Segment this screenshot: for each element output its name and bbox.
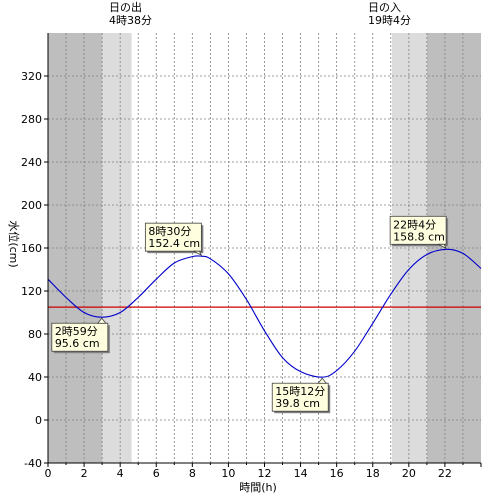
callout-time: 8時30分 bbox=[148, 225, 191, 238]
x-tick-label: 10 bbox=[221, 467, 235, 480]
callout-box bbox=[144, 222, 202, 252]
callout-time: 2時59分 bbox=[55, 325, 98, 338]
x-tick-label: 2 bbox=[81, 467, 88, 480]
callout-time: 22時4分 bbox=[393, 218, 436, 231]
x-tick-label: 14 bbox=[294, 467, 308, 480]
x-tick-label: 20 bbox=[402, 467, 416, 480]
x-tick-label: 12 bbox=[258, 467, 272, 480]
x-tick-label: 22 bbox=[438, 467, 452, 480]
callout-level: 95.6 cm bbox=[55, 337, 100, 350]
callout-pointer bbox=[193, 250, 203, 257]
y-tick-label: -40 bbox=[24, 457, 42, 470]
y-tick-label: 320 bbox=[21, 70, 42, 83]
callout-box bbox=[271, 382, 329, 412]
y-tick-label: 80 bbox=[28, 328, 42, 341]
sunset-time: 19時4分 bbox=[368, 14, 411, 27]
y-tick-label: 280 bbox=[21, 113, 42, 126]
axes: 0 2 4 6 8 10 12 14 16 18 20 22-40040801201602002402… bbox=[21, 33, 482, 480]
callout-time: 15時12分 bbox=[275, 385, 325, 398]
x-tick-label: 6 bbox=[153, 467, 160, 480]
x-tick-label: 16 bbox=[330, 467, 344, 480]
callout-pointer bbox=[437, 243, 448, 250]
x-tick-label: 8 bbox=[189, 467, 196, 480]
callout-pointer bbox=[96, 317, 107, 324]
sunrise-label: 日の出 bbox=[109, 0, 142, 14]
x-tick-label: 4 bbox=[117, 467, 124, 480]
grid bbox=[48, 33, 481, 463]
tide-line bbox=[47, 248, 482, 378]
sunset-label: 日の入 bbox=[368, 1, 401, 14]
tide-series bbox=[47, 248, 482, 378]
callout-level: 158.8 cm bbox=[393, 230, 445, 243]
y-axis-title: 水位(cm) bbox=[7, 220, 21, 267]
y-tick-label: 40 bbox=[28, 371, 42, 384]
x-tick-label: 18 bbox=[366, 467, 380, 480]
x-axis-title: 時間(h) bbox=[239, 481, 277, 494]
y-tick-label: 120 bbox=[21, 285, 42, 298]
callout-pointer bbox=[317, 377, 328, 384]
callout-level: 152.4 cm bbox=[148, 237, 200, 250]
y-tick-label: 160 bbox=[21, 242, 42, 255]
y-tick-label: 200 bbox=[21, 199, 42, 212]
callout-box bbox=[51, 322, 109, 352]
x-tick-label: 0 bbox=[45, 467, 52, 480]
sunrise-time: 4時38分 bbox=[109, 14, 152, 27]
callout-level: 39.8 cm bbox=[275, 397, 320, 410]
callout-box bbox=[389, 215, 447, 245]
y-tick-label: 240 bbox=[21, 156, 42, 169]
y-tick-label: 0 bbox=[35, 414, 42, 427]
